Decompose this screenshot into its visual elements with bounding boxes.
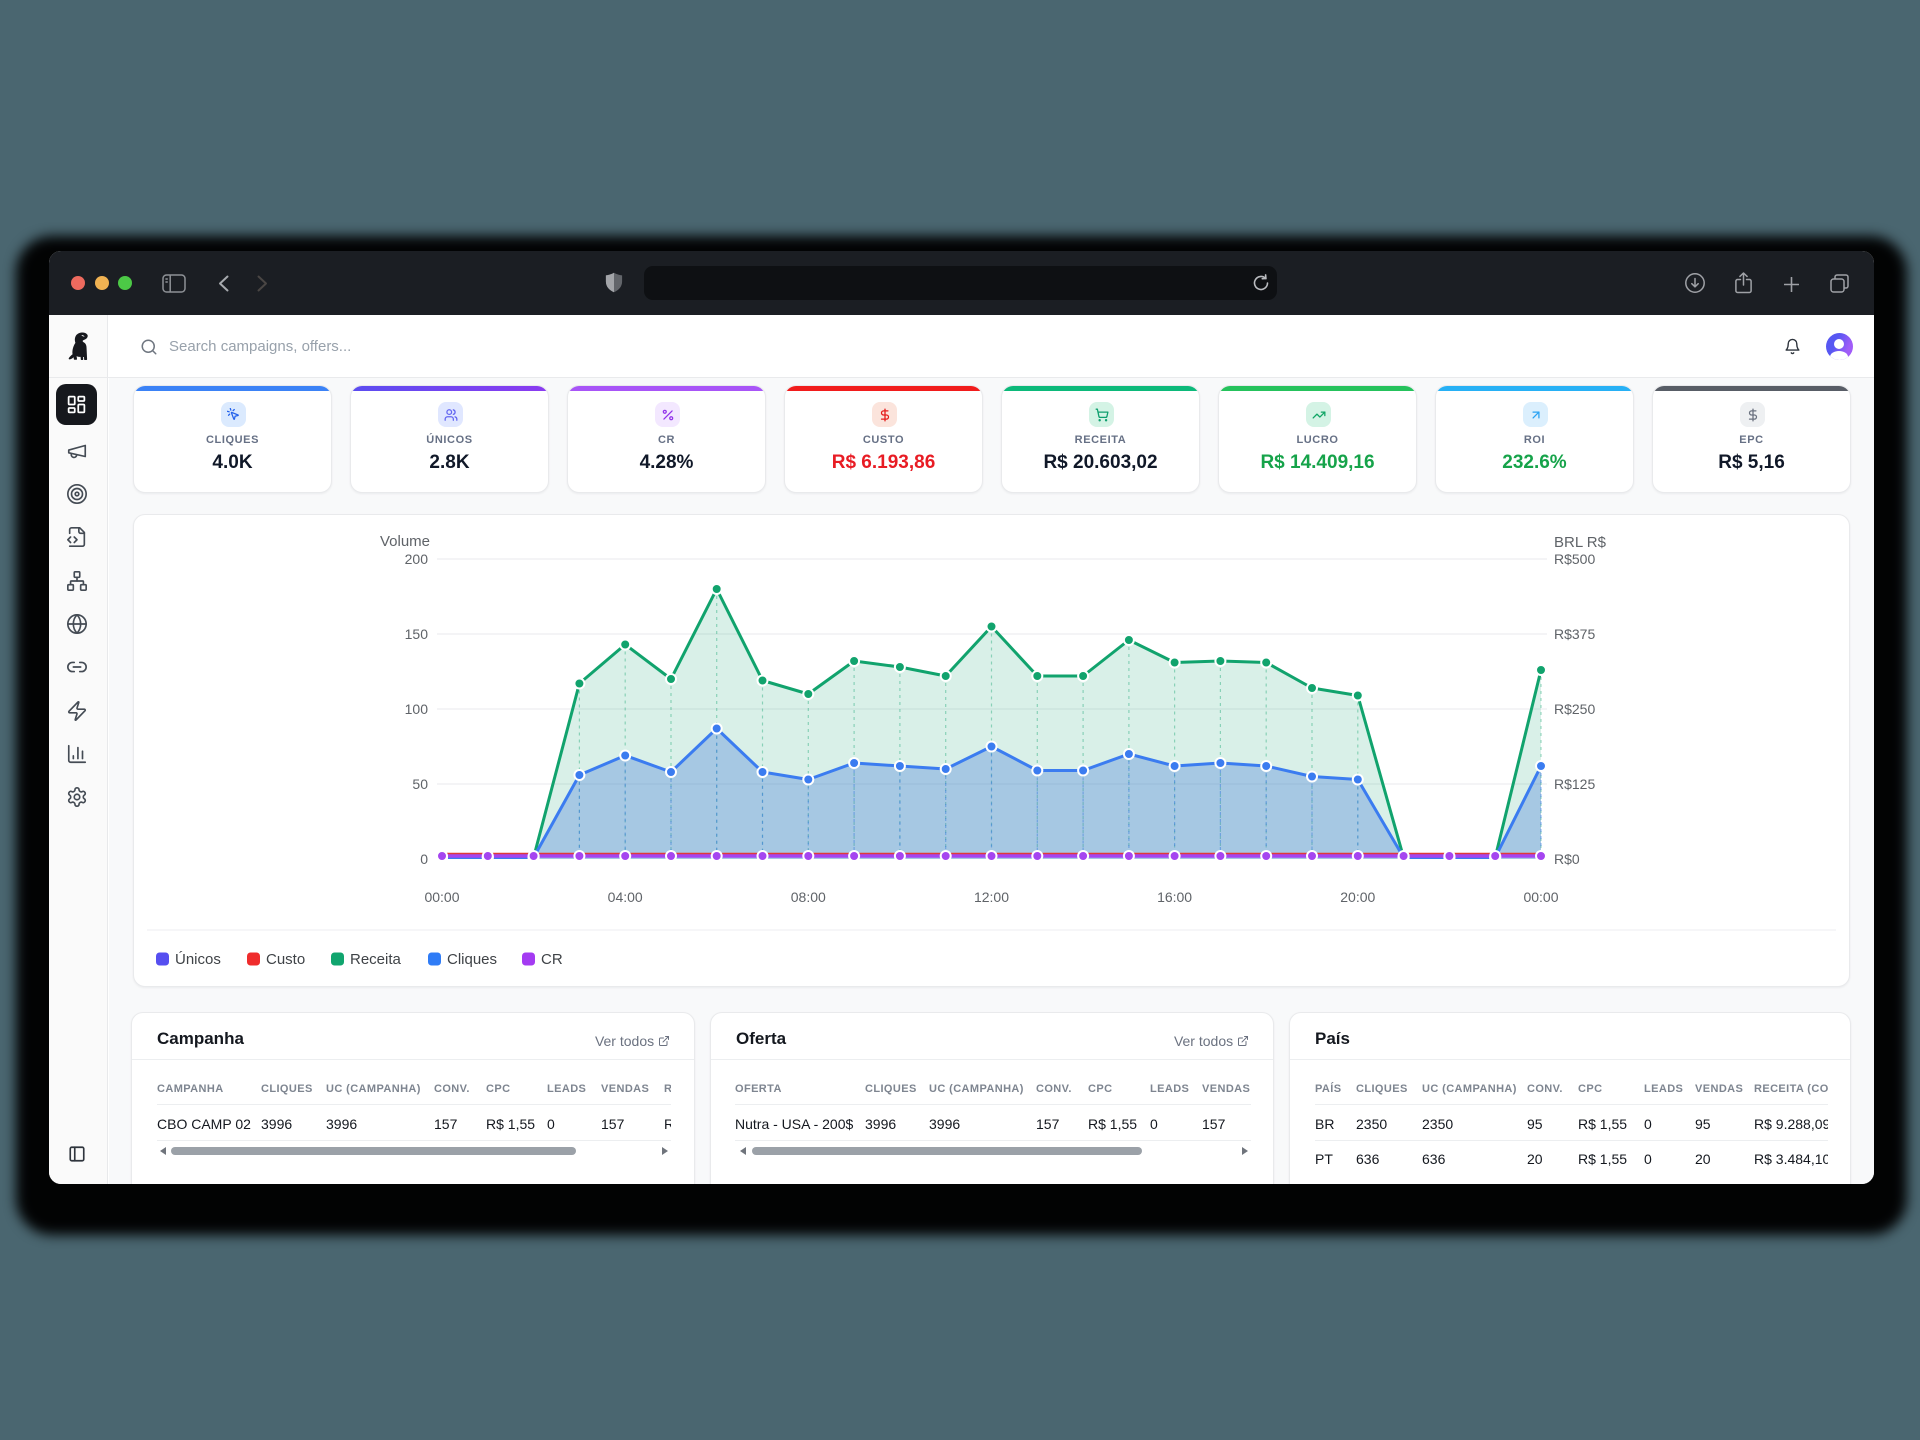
svg-text:R$250: R$250 xyxy=(1554,701,1595,717)
svg-text:20:00: 20:00 xyxy=(1340,889,1375,905)
svg-text:Custo: Custo xyxy=(266,951,305,968)
svg-text:12:00: 12:00 xyxy=(974,889,1009,905)
svg-text:R$0: R$0 xyxy=(1554,851,1580,867)
svg-text:CR: CR xyxy=(541,951,563,968)
svg-text:04:00: 04:00 xyxy=(608,889,643,905)
svg-text:R$375: R$375 xyxy=(1554,626,1595,642)
svg-text:16:00: 16:00 xyxy=(1157,889,1192,905)
svg-text:Únicos: Únicos xyxy=(175,951,221,968)
svg-text:0: 0 xyxy=(420,851,428,867)
svg-text:00:00: 00:00 xyxy=(1523,889,1558,905)
svg-text:00:00: 00:00 xyxy=(424,889,459,905)
svg-text:150: 150 xyxy=(405,626,429,642)
svg-text:100: 100 xyxy=(405,701,429,717)
svg-text:Volume: Volume xyxy=(380,533,430,550)
svg-text:BRL R$: BRL R$ xyxy=(1554,534,1607,551)
svg-text:Cliques: Cliques xyxy=(447,951,497,968)
svg-text:R$500: R$500 xyxy=(1554,551,1595,567)
svg-text:R$125: R$125 xyxy=(1554,776,1595,792)
svg-text:200: 200 xyxy=(405,551,429,567)
svg-text:Receita: Receita xyxy=(350,951,402,968)
svg-text:08:00: 08:00 xyxy=(791,889,826,905)
svg-text:50: 50 xyxy=(412,776,428,792)
